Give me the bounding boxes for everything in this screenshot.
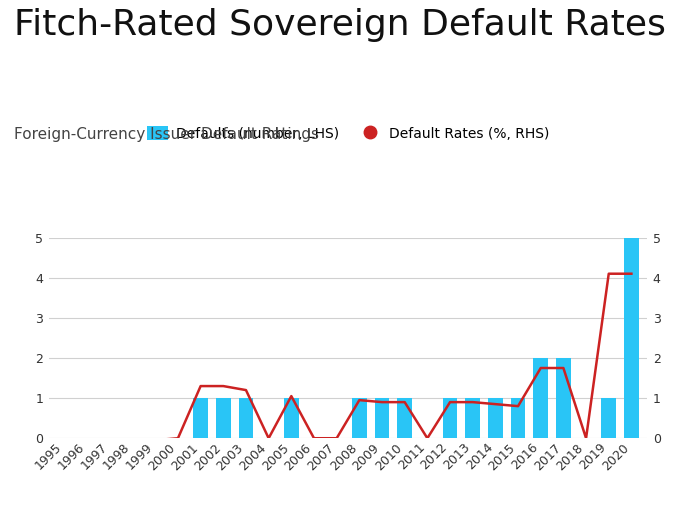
Bar	[239, 398, 253, 438]
Bar	[352, 398, 367, 438]
Bar	[511, 398, 525, 438]
Bar	[374, 398, 389, 438]
Bar	[216, 398, 230, 438]
Bar	[556, 358, 571, 438]
Text: Foreign-Currency Issuer Default Ratings: Foreign-Currency Issuer Default Ratings	[14, 127, 319, 142]
Bar	[488, 398, 503, 438]
Bar	[533, 358, 548, 438]
Legend: Defaults (number, LHS), Default Rates (%, RHS): Defaults (number, LHS), Default Rates (%…	[141, 120, 555, 146]
Bar	[443, 398, 457, 438]
Bar	[284, 398, 299, 438]
Bar	[624, 238, 639, 438]
Bar	[601, 398, 616, 438]
Bar	[193, 398, 208, 438]
Text: Fitch-Rated Sovereign Default Rates: Fitch-Rated Sovereign Default Rates	[14, 8, 666, 42]
Bar	[466, 398, 480, 438]
Bar	[397, 398, 412, 438]
